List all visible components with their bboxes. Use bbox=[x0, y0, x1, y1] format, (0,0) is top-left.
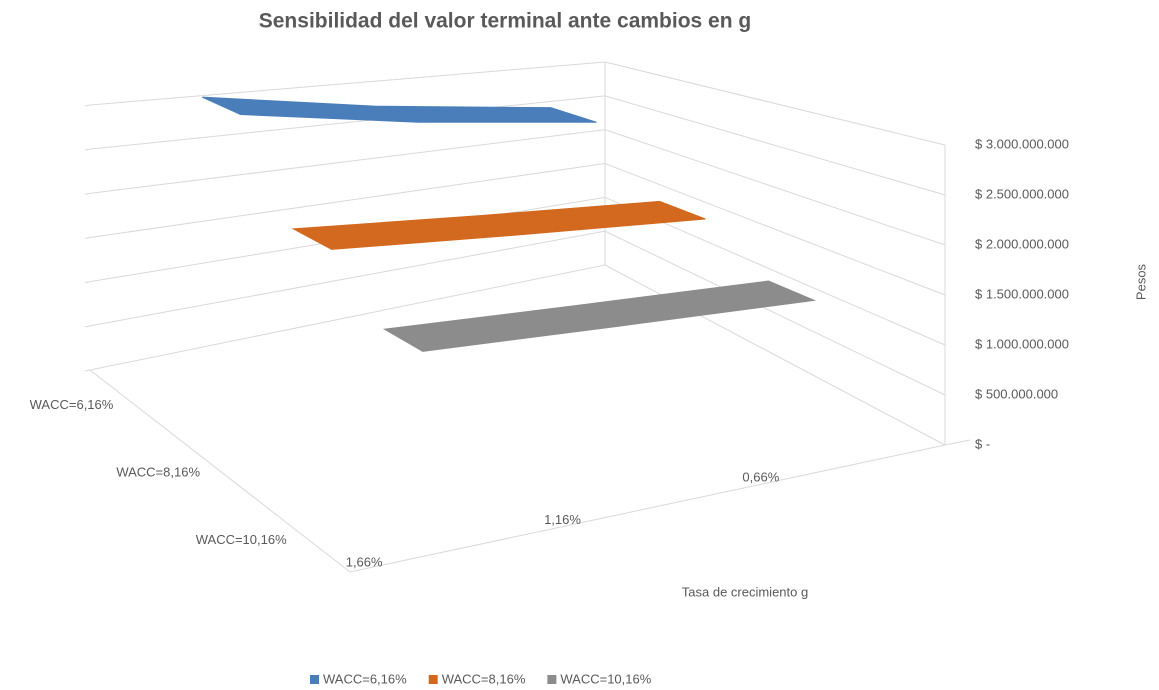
ribbon bbox=[382, 280, 817, 352]
legend-label: WACC=8,16% bbox=[442, 671, 526, 686]
grid-line bbox=[84, 230, 946, 396]
y-tick-label: $ 500.000.000 bbox=[975, 386, 1058, 401]
grid-line bbox=[84, 129, 946, 246]
legend-swatch bbox=[428, 675, 438, 684]
series-axis-label: WACC=6,16% bbox=[30, 397, 114, 412]
ribbon bbox=[291, 200, 706, 250]
axis-line bbox=[349, 444, 946, 573]
legend-swatch bbox=[547, 675, 557, 684]
x-tick-label: 1,16% bbox=[544, 512, 581, 527]
axis-line bbox=[89, 369, 351, 573]
y-tick-label: $ 1.500.000.000 bbox=[975, 286, 1069, 301]
y-tick-label: $ 3.000.000.000 bbox=[975, 136, 1069, 151]
grid-line bbox=[84, 95, 946, 196]
y-tick-label: $ 2.000.000.000 bbox=[975, 236, 1069, 251]
ribbon bbox=[202, 96, 597, 123]
legend-label: WACC=10,16% bbox=[560, 671, 651, 686]
legend-label: WACC=6,16% bbox=[323, 671, 407, 686]
legend-swatch bbox=[310, 675, 319, 684]
x-tick-label: 0,66% bbox=[742, 470, 779, 485]
grid-line bbox=[84, 264, 946, 446]
y-tick-label: $ 2.500.000.000 bbox=[975, 186, 1069, 201]
grid-line bbox=[84, 61, 946, 146]
x-axis-label: Tasa de crecimiento g bbox=[682, 584, 808, 599]
axis-line bbox=[944, 439, 971, 446]
x-tick-label: 1,66% bbox=[346, 554, 383, 569]
grid-line bbox=[84, 162, 946, 296]
y-tick-label: $ 1.000.000.000 bbox=[975, 336, 1069, 351]
series-axis-label: WACC=8,16% bbox=[116, 464, 200, 479]
y-tick-label: $ - bbox=[975, 436, 990, 451]
chart-title: Sensibilidad del valor terminal ante cam… bbox=[259, 10, 751, 33]
y-axis-label: Pesos bbox=[1133, 263, 1148, 300]
series-axis-label: WACC=10,16% bbox=[196, 532, 287, 547]
